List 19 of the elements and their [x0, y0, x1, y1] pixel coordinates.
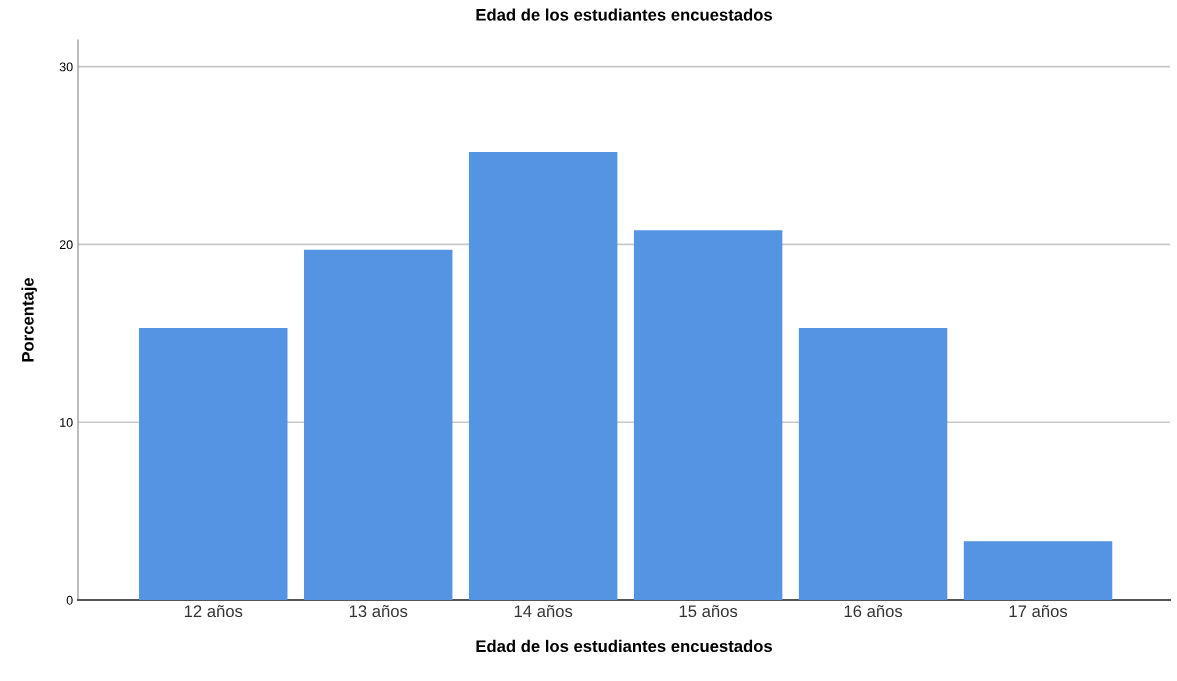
y-tick-label: 30 [59, 62, 73, 72]
x-tick-label: 14 años [514, 604, 573, 618]
bar [139, 328, 288, 600]
bar [303, 249, 453, 600]
bar [633, 230, 783, 600]
x-tick-label: 15 años [679, 604, 738, 618]
x-tick-label: 12 años [184, 604, 243, 618]
x-tick-label: 13 años [349, 604, 408, 618]
y-axis-title: Porcentaje [21, 277, 38, 362]
x-axis-title: Edad de los estudiantes encuestados [476, 639, 772, 653]
bar [468, 152, 618, 600]
y-tick-label: 10 [60, 418, 73, 427]
y-tick-label: 20 [59, 240, 73, 250]
bar [963, 541, 1113, 600]
y-tick-label: 0 [66, 595, 73, 605]
x-tick-label: 17 años [1009, 604, 1068, 618]
chart-title: Edad de los estudiantes encuestados [476, 8, 772, 21]
x-tick-label: 16 años [844, 604, 903, 618]
bar [798, 328, 948, 600]
